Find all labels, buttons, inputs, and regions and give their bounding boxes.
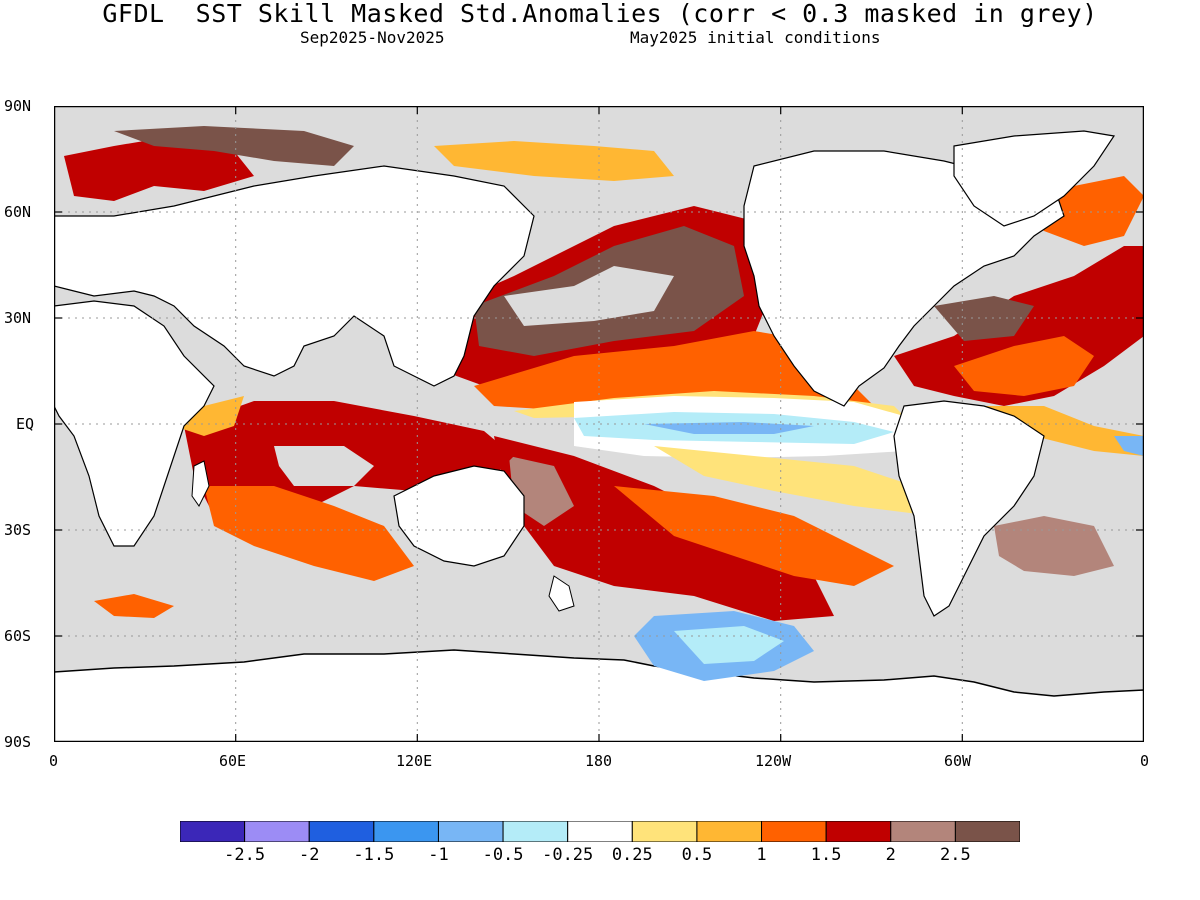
- colorbar-label: -2.5: [224, 845, 266, 865]
- lat-tick-60n: 60N: [4, 203, 32, 221]
- map-gridlines: [54, 106, 1144, 742]
- tropical-atlantic-yellow: [984, 406, 1144, 456]
- africa-landmass: [54, 300, 215, 547]
- south-pacific-brown: [509, 456, 574, 526]
- lon-tick-0-east: 0: [1140, 752, 1150, 770]
- south-pacific-orange: [614, 486, 894, 586]
- colorbar-label: 0.5: [681, 845, 713, 865]
- colorbar-swatch: [954, 821, 1020, 842]
- south-pacific-yellow: [654, 446, 934, 516]
- lon-tick-180: 180: [585, 752, 613, 770]
- forecast-period: Sep2025-Nov2025: [300, 28, 445, 47]
- madagascar-landmass: [191, 460, 210, 507]
- colorbar-swatch: [308, 821, 375, 842]
- lon-tick-120e: 120E: [396, 752, 433, 770]
- colorbar-label: -1: [428, 845, 449, 865]
- colorbar-label: -0.5: [482, 845, 524, 865]
- colorbar-label: 2.5: [940, 845, 971, 865]
- colorbar-swatch: [244, 821, 310, 842]
- chart-title: GFDL SST Skill Masked Std.Anomalies (cor…: [102, 0, 1098, 28]
- arctic-warm-anomaly: [64, 136, 254, 201]
- colorbar-swatch: [373, 821, 439, 842]
- colorbar-label: -1.5: [353, 845, 395, 865]
- south-pacific-warm-anomaly: [494, 436, 834, 621]
- lat-tick-90n: 90N: [4, 97, 32, 115]
- greenland-landmass: [953, 130, 1116, 227]
- colorbar-swatch: [631, 821, 698, 842]
- colorbar-label: 1: [756, 845, 767, 865]
- new-zealand-landmass: [548, 575, 575, 612]
- colorbar-swatch: [567, 821, 633, 842]
- colorbar-swatch: [696, 821, 763, 842]
- north-atlantic-brown: [934, 296, 1034, 341]
- colorbar: [180, 821, 1020, 842]
- colorbar-label: -0.25: [542, 845, 594, 865]
- south-atlantic-brown: [994, 516, 1114, 576]
- tropical-atlantic-cool: [1114, 436, 1144, 456]
- southern-ocean-lightblue: [674, 626, 784, 664]
- lat-tick-60s: 60S: [4, 627, 32, 645]
- north-pacific-mask-hole: [504, 266, 674, 326]
- colorbar-swatch: [502, 821, 569, 842]
- initial-conditions: May2025 initial conditions: [630, 28, 881, 47]
- colorbar-label: 2: [885, 845, 896, 865]
- lat-tick-90s: 90S: [4, 733, 32, 751]
- indian-ocean-mask-hole: [274, 446, 374, 486]
- lon-tick-120w: 120W: [755, 752, 792, 770]
- lon-tick-60w: 60W: [944, 752, 972, 770]
- colorbar-label: 1.5: [810, 845, 842, 865]
- bering-orange: [434, 141, 674, 181]
- lon-tick-60e: 60E: [219, 752, 247, 770]
- colorbar-swatch: [437, 821, 504, 842]
- colorbar-swatch: [180, 821, 246, 842]
- south-america-landmass: [893, 400, 1045, 617]
- eurasia-landmass: [54, 165, 535, 387]
- australia-landmass: [393, 465, 525, 567]
- colorbar-swatch: [761, 821, 827, 842]
- colorbar-swatch: [825, 821, 892, 842]
- indian-ocean-orange: [204, 486, 414, 581]
- north-atlantic-orange: [954, 336, 1094, 396]
- colorbar-swatch: [890, 821, 956, 842]
- southern-ocean-orange: [94, 594, 174, 618]
- map-ticks: [54, 106, 1144, 742]
- sst-anomaly-map: [54, 106, 1144, 742]
- equatorial-pacific-blue: [644, 422, 814, 434]
- lat-tick-30n: 30N: [4, 309, 32, 327]
- lat-tick-30s: 30S: [4, 521, 32, 539]
- indian-ocean-yellow: [174, 396, 244, 436]
- lat-tick-eq: EQ: [16, 415, 35, 433]
- colorbar-label: 0.25: [611, 845, 653, 865]
- colorbar-label: -2: [298, 845, 320, 865]
- lon-tick-0: 0: [49, 752, 59, 770]
- arctic-brown: [114, 126, 354, 166]
